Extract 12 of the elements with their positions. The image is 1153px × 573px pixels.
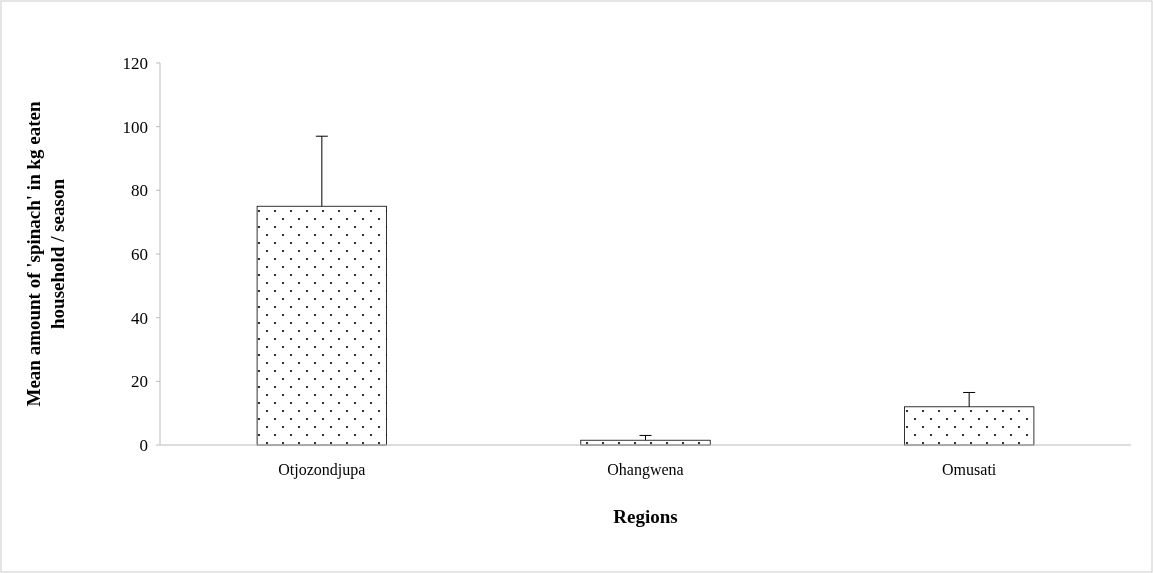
y-tick-label: 0 (139, 435, 148, 455)
y-tick-label: 100 (122, 117, 148, 137)
y-tick-label: 80 (131, 181, 148, 201)
y-tick-label: 40 (131, 308, 148, 328)
y-axis-title: Mean amount of 'spinach' in kg eaten household / season (23, 101, 68, 407)
y-tick-label: 120 (122, 53, 148, 73)
x-tick-label: Ohangwena (607, 461, 684, 479)
y-tick-label: 60 (131, 244, 148, 264)
x-tick-label: Omusati (942, 461, 997, 478)
y-tick-label: 20 (131, 372, 148, 392)
x-tick-label: Otjozondjupa (278, 461, 366, 479)
x-axis-title: Regions (613, 506, 678, 527)
